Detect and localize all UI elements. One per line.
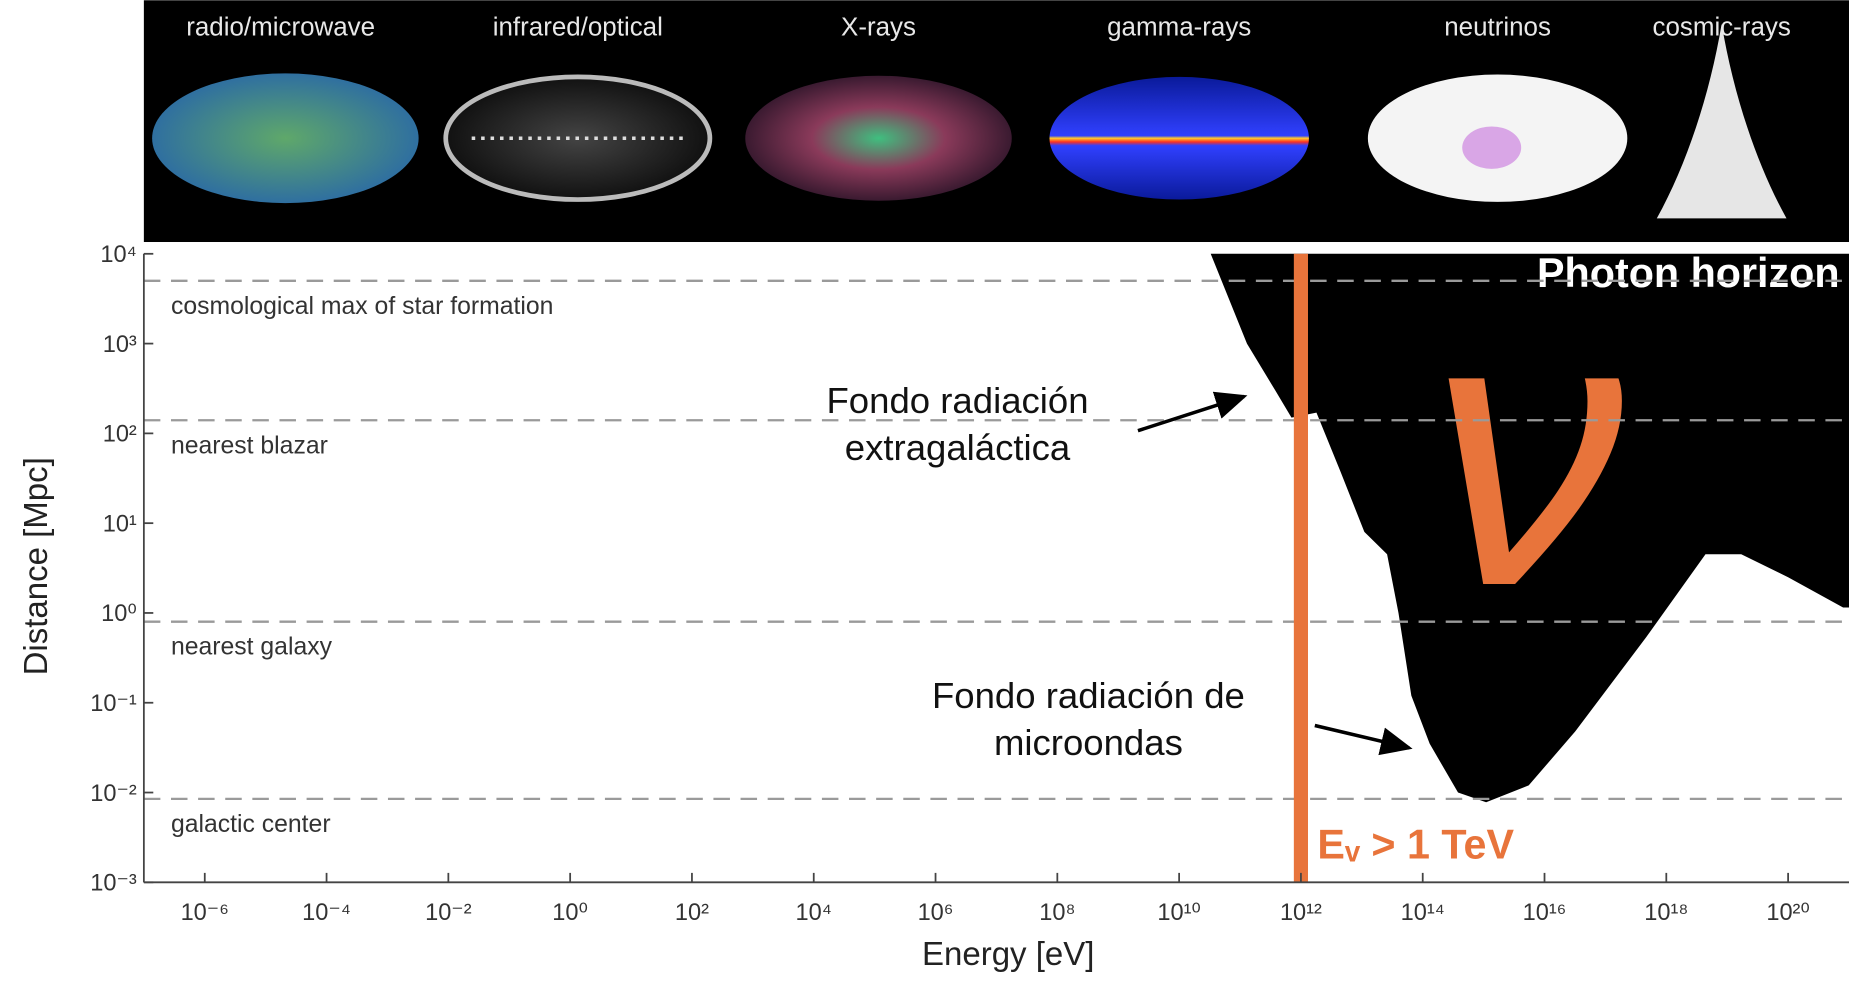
annotation: microondas [994, 722, 1183, 763]
y-tick-label: 10⁻³ [90, 870, 137, 896]
x-tick-label: 10²⁰ [1766, 899, 1810, 925]
x-tick-label: 10⁻⁴ [302, 899, 351, 925]
x-tick-label: 10⁶ [918, 899, 954, 925]
panel-label: gamma-rays [1107, 14, 1251, 42]
reference-label: nearest galaxy [171, 634, 333, 661]
panel-label: X-rays [841, 14, 916, 42]
arrow [1137, 391, 1248, 433]
sky-hotspot [1462, 126, 1522, 169]
arrow [1314, 723, 1413, 756]
photon-horizon-area [1210, 253, 1849, 803]
x-tick-label: 10⁻⁶ [181, 899, 229, 925]
x-tick-label: 10⁻² [425, 899, 472, 925]
x-tick-label: 10¹⁸ [1644, 899, 1688, 925]
x-tick-label: 10⁰ [552, 899, 588, 925]
y-tick-label: 10¹ [103, 510, 137, 536]
air-shower [1656, 23, 1787, 219]
x-axis-label: Energy [eV] [922, 935, 1094, 972]
y-axis-label: Distance [Mpc] [17, 457, 54, 675]
x-tick-label: 10¹² [1280, 899, 1322, 925]
reference-label: cosmological max of star formation [171, 293, 553, 320]
reference-label: galactic center [171, 811, 331, 838]
x-tick-label: 10⁸ [1039, 899, 1075, 925]
threshold-label: Eᵥ > 1 TeV [1317, 822, 1514, 868]
reference-label: nearest blazar [171, 432, 328, 459]
y-tick-label: 10⁻² [90, 780, 137, 806]
sky-map [1049, 76, 1309, 200]
nu-symbol: ν [1430, 233, 1625, 667]
y-tick-label: 10² [103, 421, 137, 447]
y-tick-label: 10³ [103, 331, 137, 357]
series-label: Photon horizon [1537, 250, 1840, 296]
annotation: extragaláctica [845, 427, 1071, 468]
x-tick-label: 10⁴ [796, 899, 832, 925]
panel-label: neutrinos [1444, 14, 1551, 42]
y-tick-label: 10⁴ [100, 241, 136, 267]
panel-label: cosmic-rays [1652, 14, 1790, 42]
annotation: Fondo radiación de [932, 675, 1245, 716]
sky-map [745, 75, 1012, 201]
y-tick-label: 10⁰ [101, 600, 137, 626]
sky-map [152, 73, 419, 204]
x-tick-label: 10² [675, 899, 709, 925]
x-tick-label: 10¹⁶ [1523, 899, 1567, 925]
panel-label: infrared/optical [493, 14, 663, 42]
panel-label: radio/microwave [186, 14, 375, 42]
x-tick-label: 10¹⁴ [1401, 899, 1445, 925]
x-tick-label: 10¹⁰ [1157, 899, 1201, 925]
sky-panel: radio/microwave infrared/optical X-rays gam… [143, 0, 1849, 243]
annotation: Fondo radiación [826, 380, 1088, 421]
y-tick-label: 10⁻¹ [90, 690, 137, 716]
